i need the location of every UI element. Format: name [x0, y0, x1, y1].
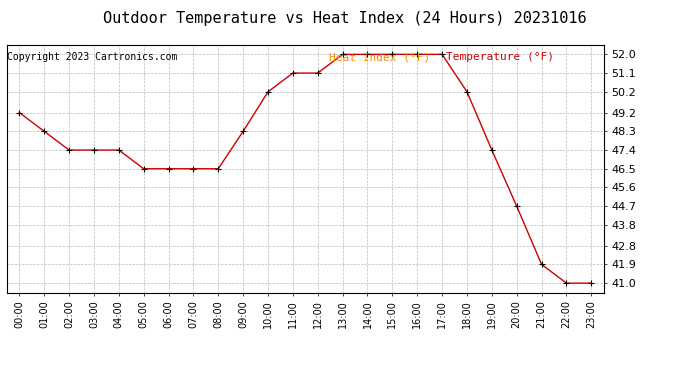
- Text: Outdoor Temperature vs Heat Index (24 Hours) 20231016: Outdoor Temperature vs Heat Index (24 Ho…: [104, 11, 586, 26]
- Text: Heat Index (°F): Heat Index (°F): [329, 53, 431, 62]
- Text: Copyright 2023 Cartronics.com: Copyright 2023 Cartronics.com: [8, 53, 178, 62]
- Text: Temperature (°F): Temperature (°F): [446, 53, 553, 62]
